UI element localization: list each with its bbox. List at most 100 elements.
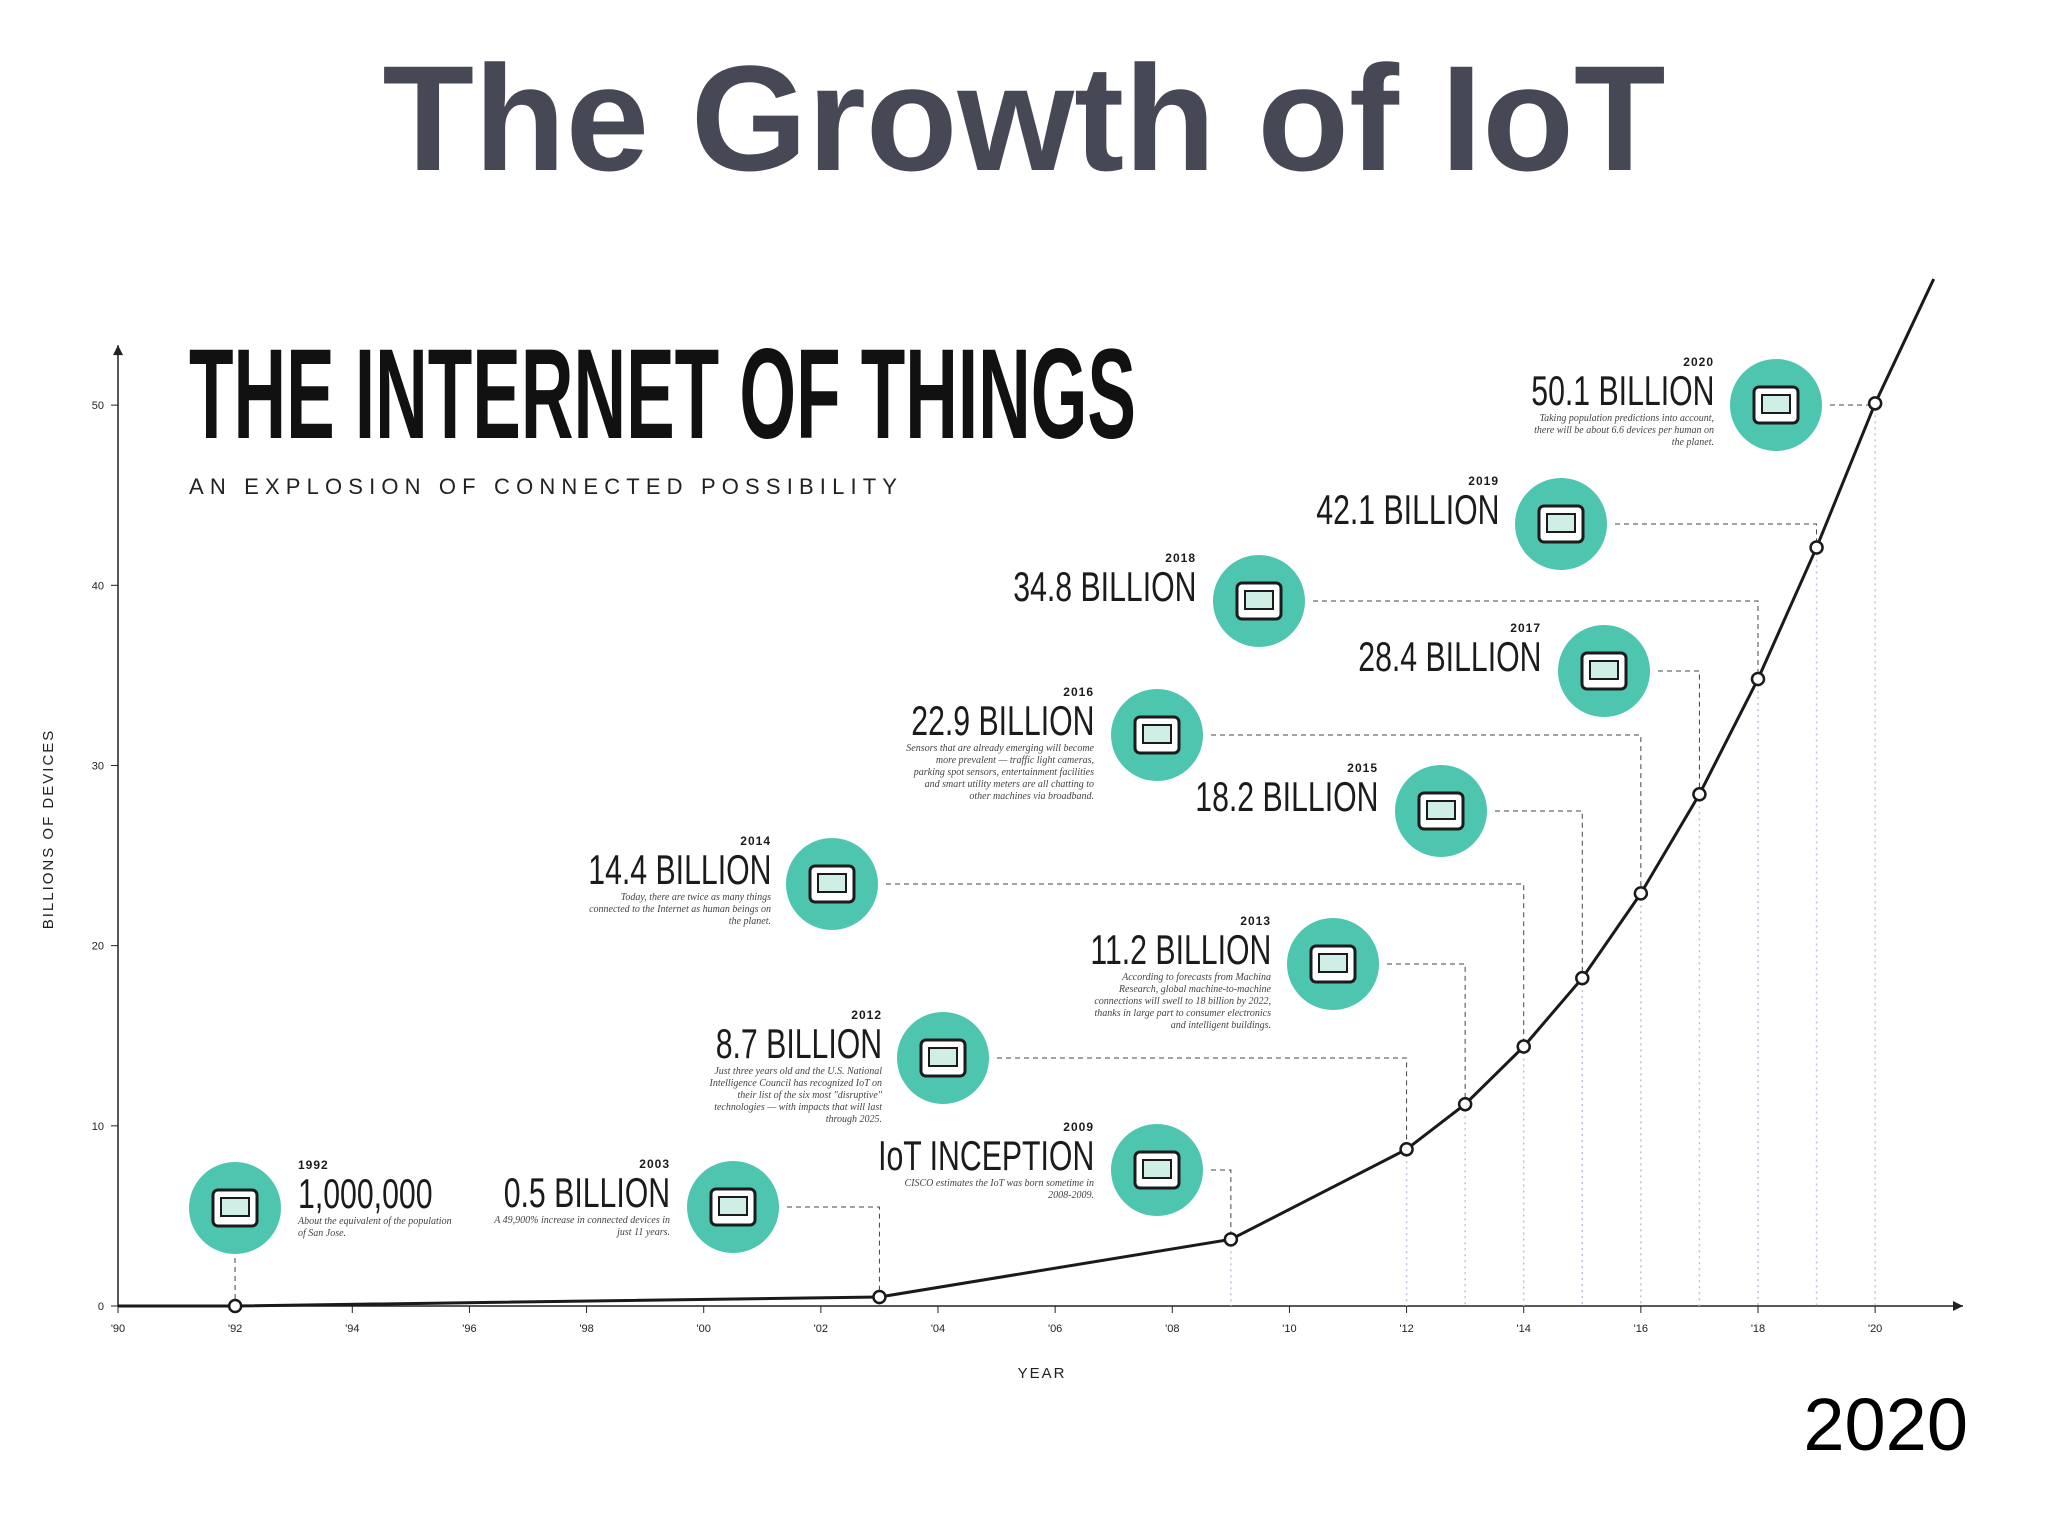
connector (1211, 1169, 1232, 1240)
x-tick-label: '92 (228, 1323, 242, 1335)
x-tick-label: '12 (1399, 1323, 1413, 1335)
icon-glyph-inner (718, 1196, 748, 1216)
data-point (1223, 1232, 1239, 1247)
x-tick-label: '04 (931, 1323, 945, 1335)
icon-glyph-inner (928, 1047, 958, 1067)
data-point (1633, 886, 1649, 901)
footer-year: 2020 (1803, 1383, 1968, 1466)
connector (1658, 670, 1700, 795)
x-tick-label: '14 (1517, 1323, 1531, 1335)
data-line (117, 278, 1936, 1308)
data-point (1867, 396, 1883, 411)
connector (997, 1057, 1408, 1150)
x-axis-label: YEAR (1018, 1365, 1067, 1382)
annotation-year: 2019 (1468, 474, 1499, 488)
connector (787, 1206, 880, 1297)
x-tick-label: '02 (814, 1323, 828, 1335)
annotation-label: 11.2 BILLION (1090, 926, 1271, 973)
annotation-note: According to forecasts from Machina Rese… (1094, 972, 1271, 1031)
y-axis-arrow (113, 345, 123, 356)
connector (1387, 963, 1466, 1105)
annotation-note: About the equivalent of the population o… (298, 1216, 452, 1239)
x-tick-label: '00 (697, 1323, 711, 1335)
x-tick-label: '98 (579, 1323, 593, 1335)
icon-glyph-inner (1426, 800, 1456, 820)
icon-glyph-inner (1761, 394, 1791, 414)
x-tick-label: '90 (111, 1323, 125, 1335)
annotation: 2014 14.4 BILLION Today, there are twice a… (411, 834, 771, 928)
annotation: 2009 IoT INCEPTION CISCO estimates the IoT… (734, 1120, 1094, 1202)
chart-title: THE INTERNET OF THINGS (189, 323, 1136, 466)
data-point (1399, 1141, 1414, 1157)
icon-glyph-inner (1142, 1159, 1172, 1179)
data-point (872, 1289, 887, 1305)
y-tick-label: 10 (92, 1121, 104, 1133)
annotation-note: CISCO estimates the IoT was born sometim… (904, 1178, 1094, 1201)
annotation-note: Sensors that are already emerging will b… (906, 743, 1094, 802)
annotation-year: 2014 (740, 834, 771, 848)
data-point (227, 1298, 243, 1314)
data-point (1457, 1096, 1473, 1112)
annotation-label: 42.1 BILLION (1315, 486, 1499, 533)
x-tick-label: '10 (1282, 1323, 1296, 1335)
annotation: 2015 18.2 BILLION (1018, 761, 1378, 819)
x-axis-arrow (1953, 1301, 1963, 1311)
annotation: 2018 34.8 BILLION (836, 551, 1196, 609)
chart-subtitle: AN EXPLOSION OF CONNECTED POSSIBILITY (189, 474, 897, 499)
annotation: 2020 50.1 BILLION Taking population predic… (1354, 355, 1714, 449)
annotation-year: 2012 (851, 1008, 882, 1022)
annotation-year: 1992 (298, 1158, 329, 1172)
annotation-year: 2020 (1683, 355, 1714, 369)
y-tick-label: 40 (92, 580, 104, 592)
y-tick-label: 30 (92, 760, 104, 772)
connector (1615, 523, 1818, 548)
x-tick-label: '16 (1634, 1323, 1648, 1335)
annotation-label: IoT INCEPTION (877, 1132, 1094, 1179)
x-tick-label: '06 (1048, 1323, 1062, 1335)
data-point (1575, 970, 1590, 986)
connector (1211, 734, 1642, 894)
annotation-year: 2016 (1063, 685, 1094, 699)
annotation-year: 2015 (1347, 761, 1378, 775)
annotation-label: 22.9 BILLION (910, 697, 1094, 744)
annotation-label: 34.8 BILLION (1012, 563, 1196, 610)
x-tick-label: '08 (1165, 1323, 1179, 1335)
y-tick-label: 0 (98, 1301, 104, 1313)
x-tick-label: '96 (462, 1323, 476, 1335)
icon-glyph-inner (1142, 724, 1172, 744)
annotation-note: Taking population predictions into accou… (1534, 413, 1714, 448)
y-tick-label: 20 (92, 941, 104, 953)
annotation-label: 1,000,000 (298, 1170, 433, 1217)
data-point (1809, 540, 1824, 555)
annotation: 2012 8.7 BILLION Just three years old and … (522, 1008, 882, 1126)
annotation-label: 14.4 BILLION (587, 846, 771, 893)
annotation-year: 2013 (1240, 914, 1271, 928)
annotation: 2003 0.5 BILLION A 49,900% increase in con… (310, 1157, 670, 1239)
annotation-note: Just three years old and the U.S. Nation… (709, 1066, 882, 1125)
annotation-year: 2009 (1063, 1120, 1094, 1134)
x-tick-label: '18 (1751, 1323, 1765, 1335)
icon-glyph-inner (817, 873, 847, 893)
data-point (1750, 671, 1766, 687)
annotation: 2017 28.4 BILLION (1181, 621, 1541, 679)
annotation: 1992 1,000,000 About the equivalent of the… (298, 1158, 658, 1240)
y-tick-label: 50 (92, 400, 104, 412)
annotation: 2013 11.2 BILLION According to forecasts f… (911, 914, 1271, 1032)
data-point (1516, 1039, 1531, 1054)
annotation-note: Today, there are twice as many things co… (589, 892, 771, 927)
y-axis-label: BILLIONS OF DEVICES (40, 729, 57, 930)
annotation-label: 50.1 BILLION (1530, 367, 1714, 414)
annotation-label: 8.7 BILLION (715, 1020, 882, 1067)
connector (1495, 810, 1583, 979)
annotation: 2016 22.9 BILLION Sensors that are already… (734, 685, 1094, 803)
annotation-note: A 49,900% increase in connected devices … (494, 1215, 670, 1238)
x-tick-label: '20 (1868, 1323, 1882, 1335)
connector (1313, 600, 1759, 679)
data-point (1692, 787, 1707, 802)
slide-title: The Growth of IoT (382, 34, 1665, 202)
annotation-label: 18.2 BILLION (1194, 773, 1378, 820)
icon-glyph-inner (1589, 660, 1619, 680)
icon-glyph-inner (1318, 953, 1348, 973)
